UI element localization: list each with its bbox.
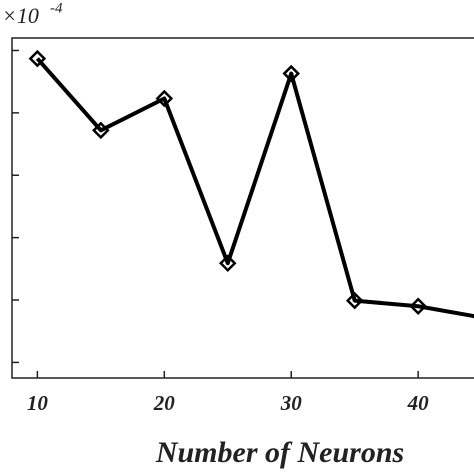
data-point [28,49,47,68]
axis-multiplier-exponent: -4 [50,0,63,16]
axes-frame [11,37,474,379]
x-tick-label: 10 [27,391,49,415]
data-line [35,57,474,319]
axis-multiplier: ×10 [2,3,39,28]
data-point [219,254,237,272]
data-point [409,297,427,316]
x-tick-label: 40 [407,391,430,415]
data-point [92,121,110,140]
data-point [282,64,300,83]
x-axis-label: Number of Neurons [155,436,404,469]
x-tick-label: 20 [153,391,176,415]
x-tick-label: 30 [280,391,303,415]
plot-area [28,49,474,319]
data-point [345,291,364,310]
data-point [155,89,174,108]
